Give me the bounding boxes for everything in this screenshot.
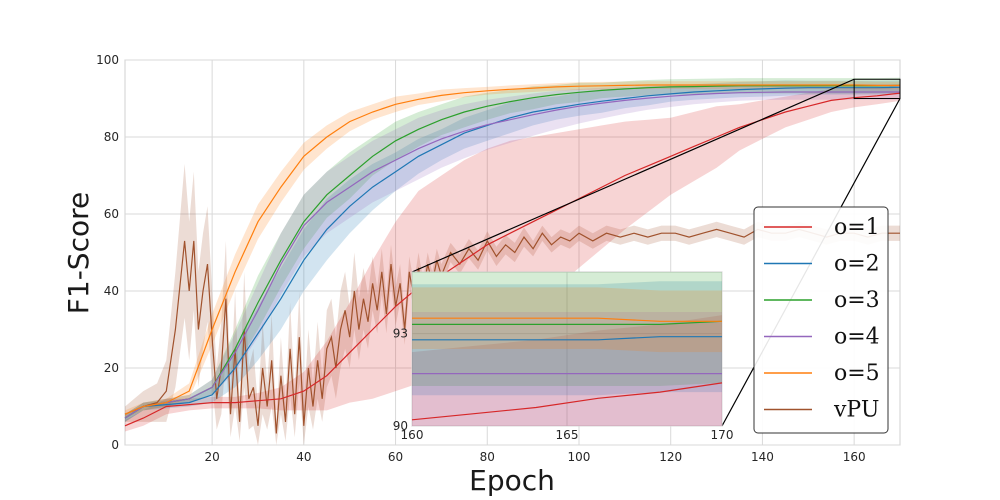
inset-x-tick-label: 170 xyxy=(711,428,734,442)
inset-x-tick-label: 165 xyxy=(556,428,579,442)
inset-band-o-2 xyxy=(412,281,722,396)
inset-band-o-5 xyxy=(412,287,722,353)
inset-band-o-4 xyxy=(412,312,722,426)
inset-line-o-3 xyxy=(412,320,723,325)
x-tick-label: 20 xyxy=(204,450,219,464)
x-tick-label: 140 xyxy=(751,450,774,464)
x-tick-label: 160 xyxy=(843,450,866,464)
line-o-4 xyxy=(124,91,900,419)
inset-line-o-1 xyxy=(411,382,723,421)
band-o-4 xyxy=(125,84,900,422)
inset-y-tick-label: 93 xyxy=(393,327,408,341)
y-tick-label: 80 xyxy=(104,130,119,144)
y-tick-label: 60 xyxy=(104,207,119,221)
zoom-region xyxy=(853,78,901,99)
y-tick-label: 20 xyxy=(104,361,119,375)
x-tick-label: 100 xyxy=(568,450,591,464)
inset-y-tick-label: 90 xyxy=(393,419,408,433)
line-o-3 xyxy=(124,84,901,419)
legend: o=1 o=2 o=3 o=4 o=5 vPU xyxy=(753,206,889,434)
band-o-1 xyxy=(125,85,900,432)
band-o-3 xyxy=(125,77,900,422)
y-tick-label: 0 xyxy=(111,438,119,452)
legend-label-o-4: o=4 xyxy=(834,325,880,350)
y-tick-label: 100 xyxy=(96,53,119,67)
line-o-2 xyxy=(124,86,901,419)
inset-x-tick-label: 160 xyxy=(401,428,424,442)
x-axis-label: Epoch xyxy=(469,464,555,497)
line-o-1 xyxy=(124,92,901,427)
zoom-connector-line xyxy=(411,78,855,273)
x-tick-label: 80 xyxy=(480,450,495,464)
inset-line-o-5 xyxy=(412,317,722,322)
legend-label-o-1: o=1 xyxy=(834,215,880,240)
y-tick-label: 40 xyxy=(104,284,119,298)
x-tick-label: 120 xyxy=(659,450,682,464)
inset-line-o-2 xyxy=(412,336,722,341)
y-axis-label: F1-Score xyxy=(62,192,95,314)
inset-plot: 160 165 170 90 93 xyxy=(393,271,734,442)
legend-label-vpu: vPU xyxy=(833,398,879,423)
x-tick-label: 60 xyxy=(388,450,403,464)
x-tick-label: 40 xyxy=(296,450,311,464)
legend-label-o-5: o=5 xyxy=(834,361,880,386)
line-o-5 xyxy=(124,84,900,415)
inset-band-o-3 xyxy=(412,272,722,386)
legend-label-o-3: o=3 xyxy=(834,288,880,313)
inset-band-o-1 xyxy=(412,315,722,426)
legend-label-o-2: o=2 xyxy=(834,252,880,277)
